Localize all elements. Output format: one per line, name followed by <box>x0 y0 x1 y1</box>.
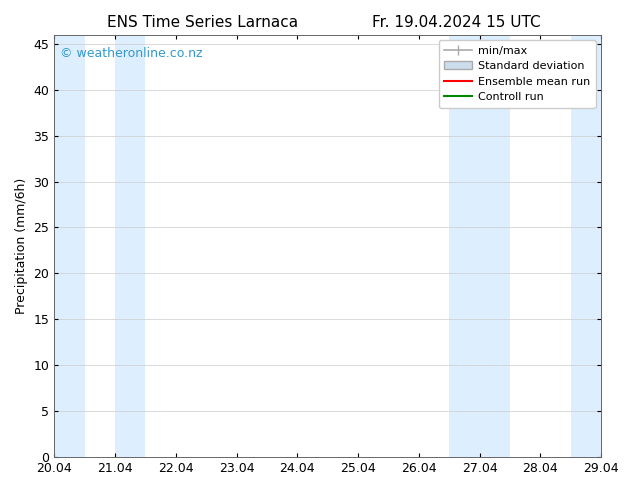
Y-axis label: Precipitation (mm/6h): Precipitation (mm/6h) <box>15 178 28 314</box>
Text: Fr. 19.04.2024 15 UTC: Fr. 19.04.2024 15 UTC <box>372 15 541 30</box>
Bar <box>480 35 510 457</box>
Bar <box>55 35 85 457</box>
Legend: min/max, Standard deviation, Ensemble mean run, Controll run: min/max, Standard deviation, Ensemble me… <box>439 40 595 108</box>
Text: © weatheronline.co.nz: © weatheronline.co.nz <box>60 47 202 60</box>
Bar <box>115 35 145 457</box>
Bar <box>450 35 480 457</box>
Bar <box>571 35 601 457</box>
Text: ENS Time Series Larnaca: ENS Time Series Larnaca <box>107 15 299 30</box>
